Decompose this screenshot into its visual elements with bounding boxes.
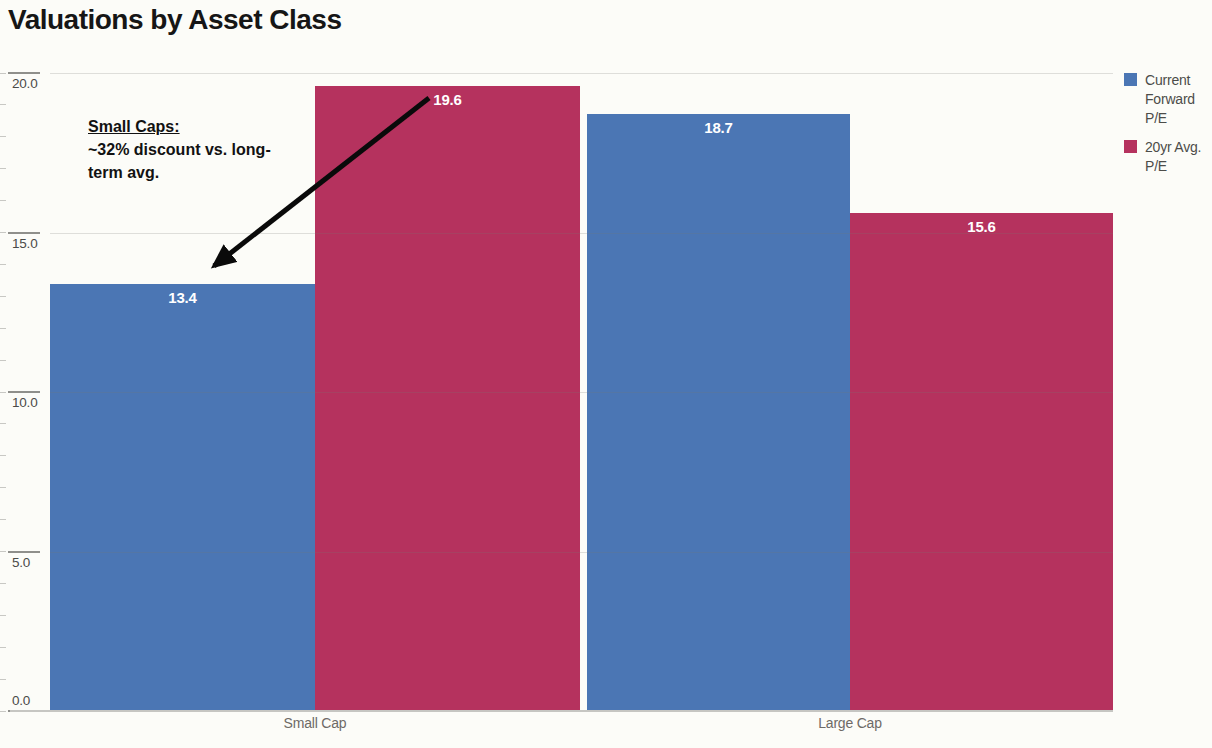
y-axis-minor-tick bbox=[0, 519, 6, 520]
bar-large-cap-current: 18.7 bbox=[587, 114, 850, 711]
annotation-body: ~32% discount vs. long-term avg. bbox=[88, 138, 284, 184]
y-axis-minor-tick bbox=[0, 232, 6, 233]
annotation-heading: Small Caps: bbox=[88, 118, 284, 136]
y-tick-label: 10.0 bbox=[12, 395, 37, 410]
y-axis-minor-tick bbox=[0, 711, 6, 712]
bar-value-label: 13.4 bbox=[50, 289, 315, 306]
valuations-chart-page: Valuations by Asset Class 13.419.618.715… bbox=[0, 0, 1212, 748]
annotation-callout: Small Caps: ~32% discount vs. long-term … bbox=[88, 118, 284, 184]
y-gridline bbox=[50, 233, 1113, 234]
bar-value-label: 18.7 bbox=[587, 119, 850, 136]
y-tick-label: 0.0 bbox=[12, 693, 30, 708]
y-axis-minor-tick bbox=[0, 679, 6, 680]
bar-small-cap-avg: 19.6 bbox=[315, 86, 580, 711]
y-axis-minor-tick bbox=[0, 487, 6, 488]
bar-small-cap-current: 13.4 bbox=[50, 284, 315, 711]
y-axis-minor-tick bbox=[0, 168, 6, 169]
legend-item: Current Forward P/E bbox=[1124, 71, 1210, 128]
legend-swatch-icon bbox=[1124, 140, 1137, 153]
y-axis-minor-tick bbox=[0, 104, 6, 105]
y-axis-minor-tick bbox=[0, 360, 6, 361]
y-axis-minor-tick bbox=[0, 296, 6, 297]
y-tick-label: 20.0 bbox=[12, 76, 37, 91]
y-gridline bbox=[50, 552, 1113, 553]
legend-label: Current Forward P/E bbox=[1145, 71, 1210, 128]
y-axis-major-tick bbox=[8, 391, 40, 393]
y-tick-label: 5.0 bbox=[12, 555, 30, 570]
y-axis-minor-tick bbox=[0, 615, 6, 616]
x-axis-line bbox=[10, 710, 1113, 712]
y-gridline bbox=[50, 73, 1113, 74]
y-axis-minor-tick bbox=[0, 583, 6, 584]
y-axis-major-tick bbox=[8, 72, 40, 74]
y-axis-minor-tick bbox=[0, 136, 6, 137]
legend: Current Forward P/E 20yr Avg. P/E bbox=[1124, 71, 1210, 175]
x-axis-label-small-cap: Small Cap bbox=[215, 715, 415, 731]
y-axis-minor-tick bbox=[0, 392, 6, 393]
y-axis-minor-tick bbox=[0, 455, 6, 456]
y-axis-minor-tick bbox=[0, 647, 6, 648]
y-axis-minor-tick bbox=[0, 264, 6, 265]
y-axis-minor-tick bbox=[0, 328, 6, 329]
y-gridline bbox=[50, 392, 1113, 393]
y-axis-major-tick bbox=[8, 551, 40, 553]
y-axis-minor-tick bbox=[0, 551, 6, 552]
y-axis-minor-tick bbox=[0, 200, 6, 201]
plot-area: 13.4 19.6 18.7 15.6 0.0 5.0 10.0 15.0 20.0 Small … bbox=[0, 0, 1212, 748]
x-axis-label-large-cap: Large Cap bbox=[750, 715, 950, 731]
bar-large-cap-avg: 15.6 bbox=[850, 213, 1113, 711]
y-axis-minor-tick bbox=[0, 73, 6, 74]
legend-swatch-icon bbox=[1124, 73, 1137, 86]
y-axis-major-tick bbox=[8, 232, 40, 234]
legend-label: 20yr Avg. P/E bbox=[1145, 138, 1210, 176]
y-tick-label: 15.0 bbox=[12, 236, 37, 251]
y-axis-minor-tick bbox=[0, 423, 6, 424]
bar-value-label: 19.6 bbox=[315, 91, 580, 108]
legend-item: 20yr Avg. P/E bbox=[1124, 138, 1210, 176]
